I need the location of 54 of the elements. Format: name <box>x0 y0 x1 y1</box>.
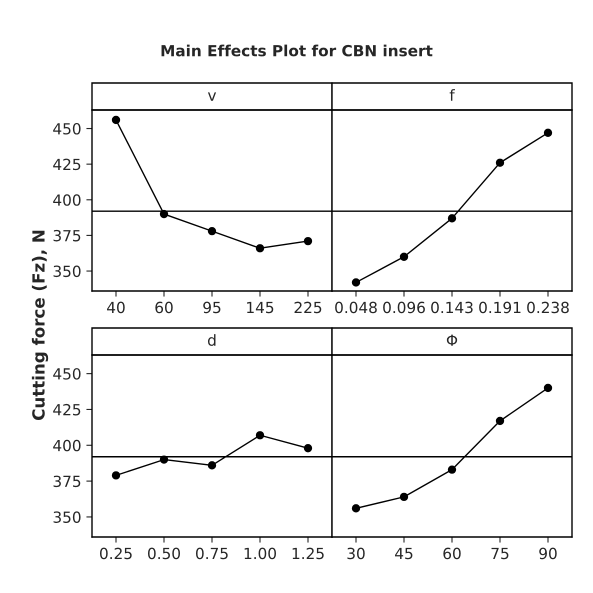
point <box>544 384 552 392</box>
y-tick-label: 450 <box>53 122 81 135</box>
x-tick-label: 1.25 <box>292 548 324 560</box>
x-tick-label: 0.50 <box>148 548 180 560</box>
y-axis-title: Cutting force (Fz), N <box>32 230 48 420</box>
y-tick-label: 425 <box>53 158 80 170</box>
point <box>112 116 120 124</box>
x-tick-label: 225 <box>294 302 322 314</box>
x-axis-title: v <box>208 92 216 101</box>
point <box>256 244 264 252</box>
point <box>112 471 120 480</box>
x-axis-title: d <box>208 334 216 346</box>
x-tick-label: 40 <box>107 302 125 314</box>
x-tick-label: 95 <box>203 302 220 314</box>
point <box>352 504 360 513</box>
point <box>400 252 408 261</box>
point <box>304 236 312 246</box>
x-tick-label: 0.191 <box>479 302 520 314</box>
x-tick-label: 0.096 <box>383 302 425 314</box>
x-tick-label: 145 <box>247 302 274 314</box>
chart-title: Main Effects Plot for CBN insert <box>162 44 433 56</box>
point <box>496 416 504 426</box>
x-tick-label: 0.75 <box>196 548 228 560</box>
point <box>304 444 312 452</box>
point <box>448 465 456 474</box>
x-tick-label: 30 <box>347 548 365 560</box>
point <box>400 492 408 502</box>
x-tick-label: 60 <box>155 302 173 314</box>
y-tick-label: 400 <box>53 194 81 206</box>
point <box>208 461 216 470</box>
y-tick-label: 375 <box>54 230 80 242</box>
point <box>352 278 360 287</box>
y-tick-label: 450 <box>53 368 81 380</box>
point <box>448 214 456 222</box>
x-tick-label: 60 <box>443 548 461 560</box>
x-axis-title: Φ <box>446 334 458 346</box>
y-tick-label: 425 <box>53 404 80 416</box>
y-tick-label: 350 <box>54 511 81 523</box>
point <box>256 431 264 440</box>
x-tick-label: 0.048 <box>335 302 377 314</box>
y-tick-label: 400 <box>53 440 81 452</box>
point <box>208 226 216 236</box>
x-tick-label: 0.143 <box>431 302 473 314</box>
x-tick-label: 75 <box>492 548 508 560</box>
point <box>496 158 504 167</box>
x-tick-label: 45 <box>395 548 412 560</box>
y-tick-label: 375 <box>54 476 80 488</box>
x-axis-title: f <box>450 89 455 101</box>
x-tick-label: 90 <box>539 548 557 560</box>
x-tick-label: 1.00 <box>244 548 276 560</box>
x-tick-label: 0.25 <box>100 548 132 560</box>
point <box>544 128 552 137</box>
x-tick-label: 0.238 <box>527 302 569 314</box>
y-tick-label: 350 <box>54 266 81 278</box>
